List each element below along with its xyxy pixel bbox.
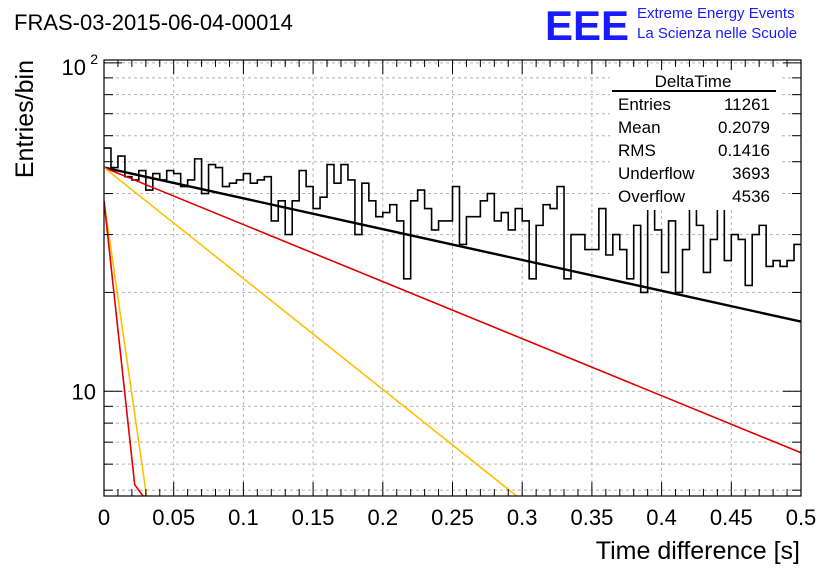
x-tick-label: 0.1 bbox=[228, 505, 259, 530]
stats-rows: Entries 11261 Mean 0.2079 RMS 0.1416 Underflow… bbox=[618, 95, 770, 206]
y-tick-label-exponent: 2 bbox=[90, 51, 98, 67]
x-tick-label: 0.4 bbox=[646, 505, 677, 530]
fit-curve-2 bbox=[104, 166, 801, 454]
histogram-layer bbox=[104, 147, 801, 294]
fit-curves bbox=[104, 166, 801, 496]
org-name-line2: La Scienza nelle Scuole bbox=[637, 25, 797, 42]
org-name-line1: Extreme Energy Events bbox=[637, 5, 795, 22]
x-tick-label: 0.15 bbox=[292, 505, 335, 530]
fit-curve-3 bbox=[104, 166, 518, 496]
fit-curve-4 bbox=[104, 200, 148, 496]
stats-row-label: Mean bbox=[618, 118, 661, 137]
run-title: FRAS-03-2015-06-04-00014 bbox=[14, 10, 293, 35]
stats-box: DeltaTime Entries 11261 Mean 0.2079 RMS 0.141… bbox=[610, 70, 780, 210]
eee-logo-mark: EEE bbox=[545, 2, 629, 49]
x-tick-label: 0.45 bbox=[710, 505, 753, 530]
stats-row-label: Underflow bbox=[618, 164, 695, 183]
stats-row-label: RMS bbox=[618, 141, 656, 160]
eee-logo: EEE Extreme Energy Events La Scienza nel… bbox=[545, 2, 797, 49]
x-tick-label: 0.3 bbox=[507, 505, 538, 530]
stats-title: DeltaTime bbox=[655, 72, 732, 91]
stats-row-value: 3693 bbox=[732, 164, 770, 183]
fit-curve-5 bbox=[104, 200, 144, 496]
x-tick-label: 0 bbox=[98, 505, 110, 530]
stats-row-label: Overflow bbox=[618, 187, 686, 206]
stats-row-value: 0.2079 bbox=[718, 118, 770, 137]
x-tick-label: 0.25 bbox=[431, 505, 474, 530]
fit-curve-1 bbox=[104, 166, 801, 323]
x-tick-label: 0.35 bbox=[570, 505, 613, 530]
stats-row-value: 0.1416 bbox=[718, 141, 770, 160]
histogram-steps bbox=[104, 147, 801, 294]
stats-row-value: 11261 bbox=[724, 95, 770, 114]
stats-box-bg bbox=[610, 70, 780, 210]
x-tick-label: 0.5 bbox=[786, 505, 817, 530]
x-tick-label: 0.2 bbox=[368, 505, 399, 530]
y-tick-label: 10 bbox=[62, 55, 86, 80]
stats-row-value: 4536 bbox=[732, 187, 770, 206]
y-tick-label: 10 bbox=[72, 379, 96, 404]
stats-row-label: Entries bbox=[618, 95, 671, 114]
y-axis-label: Entries/bin bbox=[11, 60, 39, 178]
x-tick-label: 0.05 bbox=[152, 505, 195, 530]
x-axis-label: Time difference [s] bbox=[596, 537, 800, 565]
x-tick-labels: 0 0.05 0.1 0.15 0.2 0.25 0.3 0.35 0.4 0.45 0.5 bbox=[98, 505, 816, 530]
axis-ticks bbox=[103, 60, 802, 496]
